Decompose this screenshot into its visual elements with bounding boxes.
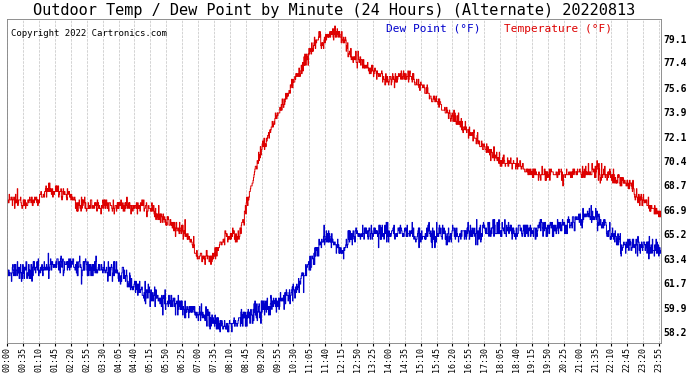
Text: Dew Point (°F): Dew Point (°F) (386, 24, 481, 34)
Text: Copyright 2022 Cartronics.com: Copyright 2022 Cartronics.com (10, 28, 166, 38)
Title: Outdoor Temp / Dew Point by Minute (24 Hours) (Alternate) 20220813: Outdoor Temp / Dew Point by Minute (24 H… (33, 3, 635, 18)
Text: Temperature (°F): Temperature (°F) (504, 24, 612, 34)
